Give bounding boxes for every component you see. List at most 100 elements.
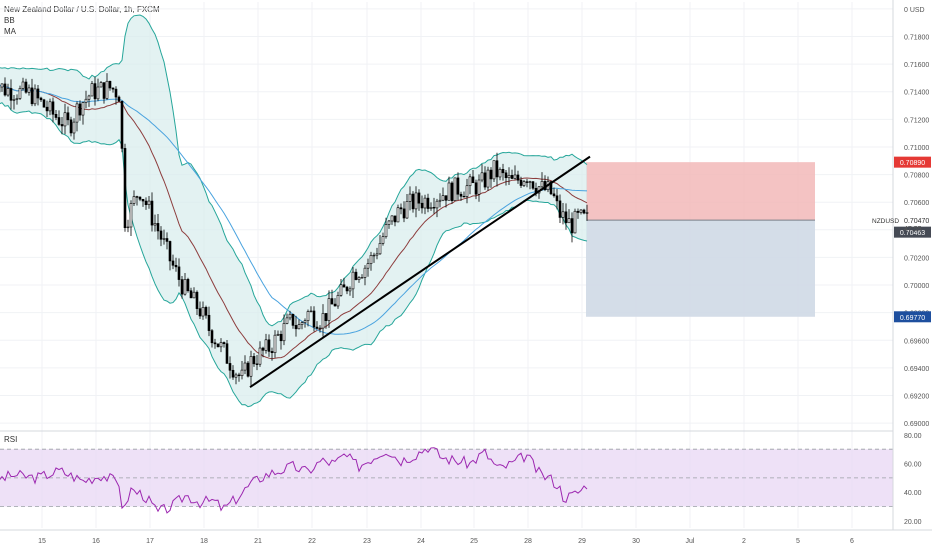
time-tick-label: 21 bbox=[254, 538, 262, 545]
candle-body bbox=[462, 195, 466, 198]
candle-body bbox=[213, 342, 217, 345]
candle-body bbox=[435, 200, 439, 209]
candle-body bbox=[135, 196, 139, 198]
price-tick-label: 0.71000 bbox=[904, 145, 929, 152]
candle-body bbox=[345, 286, 349, 292]
rsi-tick-label: 40.00 bbox=[904, 490, 922, 497]
candle-body bbox=[249, 356, 253, 377]
time-axis[interactable]: 15 16 17 18 21 22 23 24 25 28 29 30 Jul 2 5 6 bbox=[0, 529, 932, 545]
candle-body bbox=[567, 218, 571, 224]
time-tick-label: 23 bbox=[363, 538, 371, 545]
candle-body bbox=[207, 314, 211, 331]
candle-body bbox=[522, 181, 526, 186]
time-tick-label: 2 bbox=[742, 538, 746, 545]
indicator-ma-label[interactable]: MA bbox=[4, 27, 16, 36]
price-axis[interactable]: 0 USD0.690000.692000.694000.696000.69800… bbox=[892, 0, 932, 550]
candle-body bbox=[294, 325, 298, 330]
candle-body bbox=[411, 193, 415, 210]
candle-body bbox=[192, 291, 196, 299]
candle-body bbox=[132, 196, 136, 204]
stop-badge-bg bbox=[894, 156, 931, 168]
rsi-line bbox=[0, 447, 588, 514]
candle-body bbox=[438, 199, 442, 202]
candle-body bbox=[18, 88, 22, 99]
candle-body bbox=[300, 322, 304, 325]
candle-body bbox=[558, 200, 562, 218]
price-tick-label: 0.69200 bbox=[904, 393, 929, 400]
time-tick-label: 6 bbox=[850, 538, 854, 545]
candle-body bbox=[180, 279, 184, 295]
candle-body bbox=[432, 207, 436, 209]
candle-body bbox=[564, 211, 568, 224]
candle-body bbox=[441, 195, 445, 201]
candle-body bbox=[561, 211, 565, 218]
candle-body bbox=[96, 86, 100, 100]
candle-body bbox=[309, 310, 313, 313]
time-tick-label: 28 bbox=[524, 538, 532, 545]
bollinger-bands bbox=[0, 14, 588, 408]
candle-body bbox=[447, 182, 451, 201]
candle-body bbox=[381, 236, 385, 244]
candle-body bbox=[483, 172, 487, 188]
position-zones bbox=[586, 162, 815, 317]
candle-body bbox=[291, 313, 295, 326]
candle-body bbox=[75, 103, 79, 123]
bb-lower-line bbox=[0, 102, 588, 408]
candle-body bbox=[90, 83, 94, 97]
trendline bbox=[249, 155, 591, 389]
candle-body bbox=[78, 103, 82, 116]
candle-body bbox=[102, 82, 106, 99]
candle-body bbox=[495, 160, 499, 178]
candle-body bbox=[408, 193, 412, 202]
candle-body bbox=[330, 298, 334, 305]
candle-body bbox=[144, 200, 148, 206]
candle-body bbox=[288, 313, 292, 319]
candle-body bbox=[36, 88, 40, 99]
candle-body bbox=[576, 210, 580, 213]
candle-body bbox=[453, 177, 457, 201]
last-price-symbol: NZDUSD bbox=[872, 218, 899, 225]
candle-body bbox=[312, 310, 316, 328]
price-tick-label: 0.71600 bbox=[904, 62, 929, 69]
candle-body bbox=[126, 226, 130, 229]
candle-body bbox=[516, 174, 520, 181]
candle-body bbox=[429, 207, 433, 209]
candle-body bbox=[33, 88, 37, 105]
candle-body bbox=[225, 343, 229, 364]
candle-body bbox=[585, 212, 589, 214]
candle-body bbox=[582, 209, 586, 214]
candle-body bbox=[513, 174, 517, 179]
candle-body bbox=[201, 307, 205, 317]
candle-body bbox=[240, 369, 244, 377]
time-tick-label: 16 bbox=[92, 538, 100, 545]
candle-body bbox=[198, 308, 202, 317]
candle-body bbox=[318, 327, 322, 330]
candle-body bbox=[378, 243, 382, 255]
candle-body bbox=[504, 172, 508, 179]
candle-body bbox=[57, 117, 61, 125]
rsi-tick-label: 60.00 bbox=[904, 462, 922, 469]
candle-body bbox=[393, 215, 397, 223]
candle-body bbox=[342, 284, 346, 288]
price-marker-badge-text: 0.70463 bbox=[900, 230, 925, 237]
symbol-title: New Zealand Dollar / U.S. Dollar, 1h, FX… bbox=[4, 5, 160, 14]
candle-body bbox=[177, 266, 181, 280]
indicator-bb-label[interactable]: BB bbox=[4, 16, 15, 25]
candle-body bbox=[402, 208, 406, 219]
candle-body bbox=[129, 203, 133, 228]
candle-body bbox=[60, 124, 64, 127]
time-tick-label: 18 bbox=[200, 538, 208, 545]
candle-body bbox=[267, 339, 271, 352]
candle-body bbox=[255, 363, 259, 365]
candle-body bbox=[369, 255, 373, 264]
candle-body bbox=[243, 362, 247, 371]
price-tick-label: 0.71200 bbox=[904, 117, 929, 124]
candle-body bbox=[0, 83, 4, 88]
take-profit-zone bbox=[586, 220, 815, 317]
candle-body bbox=[162, 238, 166, 240]
candle-body bbox=[555, 195, 559, 202]
candle-body bbox=[138, 196, 142, 200]
candle-body bbox=[405, 201, 409, 219]
candle-body bbox=[372, 254, 376, 257]
